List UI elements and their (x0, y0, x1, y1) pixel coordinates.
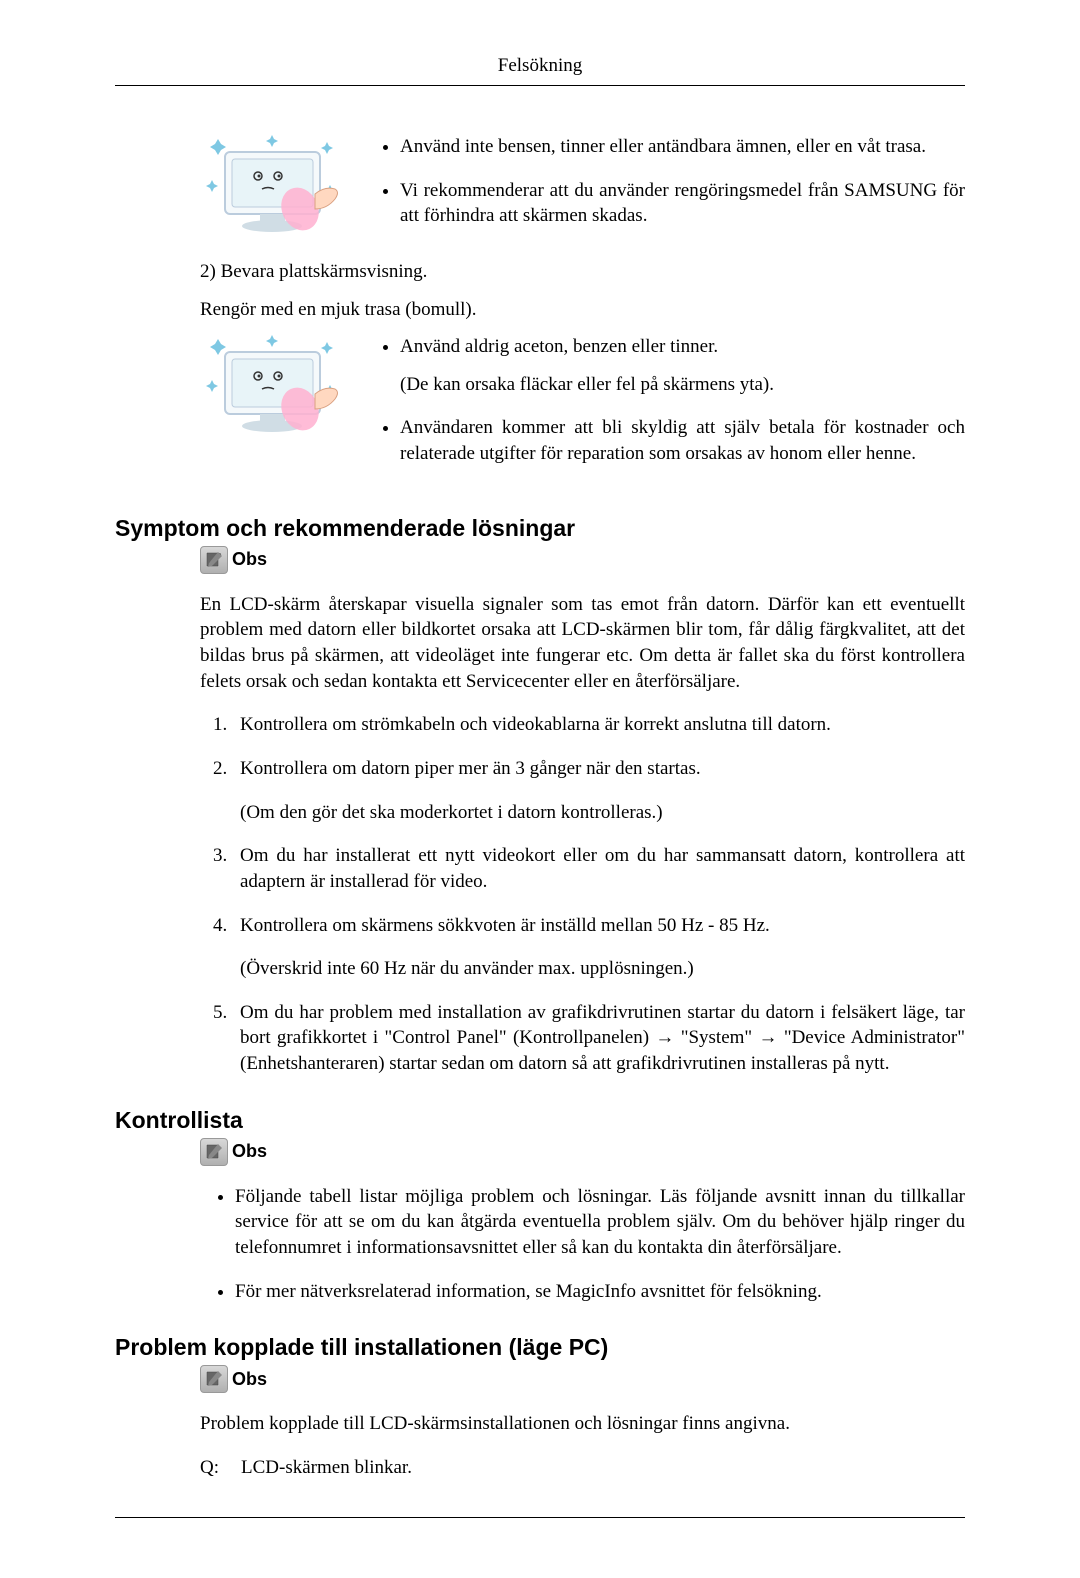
bullet-item: Användaren kommer att bli skyldig att sj… (400, 415, 965, 466)
step-item: Kontrollera om strömkabeln och videokabl… (232, 712, 965, 738)
subheading-preserve: 2) Bevara plattskärmsvisning. (200, 259, 965, 285)
note-label: Obs (232, 1141, 267, 1162)
q-label: Q: (200, 1455, 219, 1481)
cleaning-illustration-2 (200, 334, 355, 485)
installation-intro: Problem kopplade till LCD-skärmsinstalla… (200, 1411, 965, 1437)
step-text: Kontrollera om skärmens sökkvoten är ins… (240, 915, 770, 936)
step-item: Om du har installerat ett nytt videokort… (232, 843, 965, 894)
note-label: Obs (232, 549, 267, 570)
note-icon (200, 546, 228, 574)
troubleshooting-steps: Kontrollera om strömkabeln och videokabl… (200, 712, 965, 1076)
note-label: Obs (232, 1369, 267, 1390)
intro-paragraph: En LCD-skärm återskapar visuella signale… (200, 592, 965, 695)
step-item: Kontrollera om skärmens sökkvoten är ins… (232, 913, 965, 982)
note-icon (200, 1365, 228, 1393)
step-subtext: (Om den gör det ska moderkortet i datorn… (240, 800, 965, 826)
bullet-text: Använd aldrig aceton, benzen eller tinne… (400, 336, 718, 357)
step-item: Om du har problem med installation av gr… (232, 1000, 965, 1077)
cleaning-bullets-2: Använd aldrig aceton, benzen eller tinne… (375, 334, 965, 485)
footer-divider (115, 1517, 965, 1518)
heading-installation: Problem kopplade till installationen (lä… (115, 1334, 965, 1361)
heading-symptoms: Symptom och rekommenderade lösningar (115, 515, 965, 542)
bullet-item: Använd aldrig aceton, benzen eller tinne… (400, 334, 965, 397)
page-header: Felsökning (115, 55, 965, 86)
step-subtext: (Överskrid inte 60 Hz när du använder ma… (240, 956, 965, 982)
qa-row: Q: LCD-skärmen blinkar. (200, 1455, 965, 1481)
bullet-item: Följande tabell listar möjliga problem o… (235, 1184, 965, 1261)
bullet-item: Använd inte bensen, tinner eller antändb… (400, 134, 965, 160)
heading-checklist: Kontrollista (115, 1107, 965, 1134)
note-icon (200, 1138, 228, 1166)
q-text: LCD-skärmen blinkar. (241, 1455, 412, 1481)
step-text: Kontrollera om datorn piper mer än 3 gån… (240, 758, 701, 779)
bullet-item: För mer nätverksrelaterad information, s… (235, 1279, 965, 1305)
bullet-subtext: (De kan orsaka fläckar eller fel på skär… (400, 372, 965, 398)
bullet-item: Vi rekommenderar att du använder rengöri… (400, 178, 965, 229)
step-item: Kontrollera om datorn piper mer än 3 gån… (232, 756, 965, 825)
cleaning-bullets-1: Använd inte bensen, tinner eller antändb… (375, 134, 965, 247)
cleaning-illustration-1 (200, 134, 355, 247)
checklist-bullets: Följande tabell listar möjliga problem o… (200, 1184, 965, 1305)
instruction-clean: Rengör med en mjuk trasa (bomull). (200, 297, 965, 323)
